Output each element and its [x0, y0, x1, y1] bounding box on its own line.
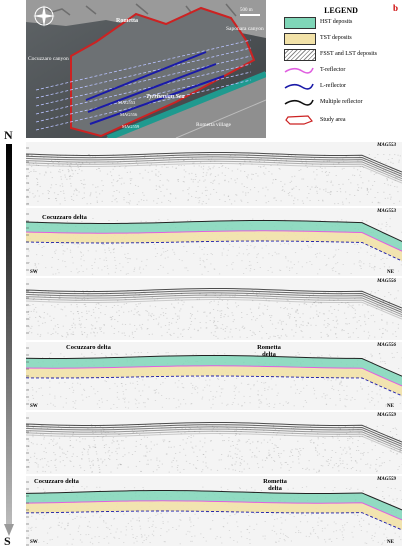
seismic-raw-graphic [26, 278, 402, 340]
line-label-553: MAG553 [118, 100, 136, 105]
place-rometta: Rometta [116, 18, 138, 24]
place-saponara: Saponara canyon [226, 26, 264, 32]
label-rometta-delta: Rometta delta [263, 478, 287, 492]
panel-letter: b [392, 3, 398, 13]
scale-bar [240, 14, 260, 16]
profile-mag556-interpreted: MAG556 Cocuzzaro delta Rometta delta SW … [26, 342, 402, 410]
fsst-swatch [284, 49, 316, 61]
t-reflector-swatch [284, 67, 314, 74]
seismic-raw-graphic [26, 412, 402, 474]
hst-swatch [284, 17, 316, 29]
l-reflector-swatch [284, 83, 314, 90]
line-label-556: MAG556 [120, 112, 138, 117]
study-area-outline [70, 6, 256, 138]
scale-label: 500 m [240, 8, 253, 13]
compass-rose-icon [33, 5, 55, 27]
place-cocuzzaro: Cocuzzaro canyon [28, 56, 69, 62]
north-label: N [4, 128, 13, 142]
profile-mag556-raw: MAG556 [26, 278, 402, 340]
seismic-raw-graphic [26, 142, 402, 206]
legend-title: LEGEND [324, 6, 358, 15]
label-cocuzzaro-delta: Cocuzzaro delta [66, 344, 111, 351]
south-label: S [4, 534, 11, 548]
label-cocuzzaro-delta: Cocuzzaro delta [34, 478, 79, 485]
gradient-arrow-icon [4, 144, 14, 536]
profile-mag559-raw: MAG559 [26, 412, 402, 474]
place-rometta-village: Rometta village [196, 122, 232, 128]
seismic-interpreted-graphic [26, 476, 402, 546]
location-map: 500 m Rometta Saponara canyon Cocuzzaro … [26, 0, 266, 138]
map-graphic: 500 m Rometta Saponara canyon Cocuzzaro … [26, 0, 266, 138]
seismic-interpreted-graphic [26, 208, 402, 276]
label-rometta-delta: Rometta delta [257, 344, 281, 358]
legend: LEGEND b HST deposits TST deposits FSST … [280, 0, 402, 138]
profile-mag553-raw: MAG553 [26, 142, 402, 206]
north-south-arrow: N S [4, 128, 14, 548]
place-tyrrhenian: Tyrrhenian Sea [146, 94, 185, 100]
study-area-swatch [285, 115, 313, 125]
label-cocuzzaro-delta: Cocuzzaro delta [42, 214, 87, 221]
line-label-559: MAG559 [122, 124, 140, 129]
profile-mag559-interpreted: MAG559 Cocuzzaro delta Rometta delta SW … [26, 476, 402, 546]
tst-swatch [284, 33, 316, 45]
seismic-interpreted-graphic [26, 342, 402, 410]
multiple-reflector-swatch [284, 99, 314, 106]
profile-mag553-interpreted: MAG553 Cocuzzaro delta SW NE [26, 208, 402, 276]
